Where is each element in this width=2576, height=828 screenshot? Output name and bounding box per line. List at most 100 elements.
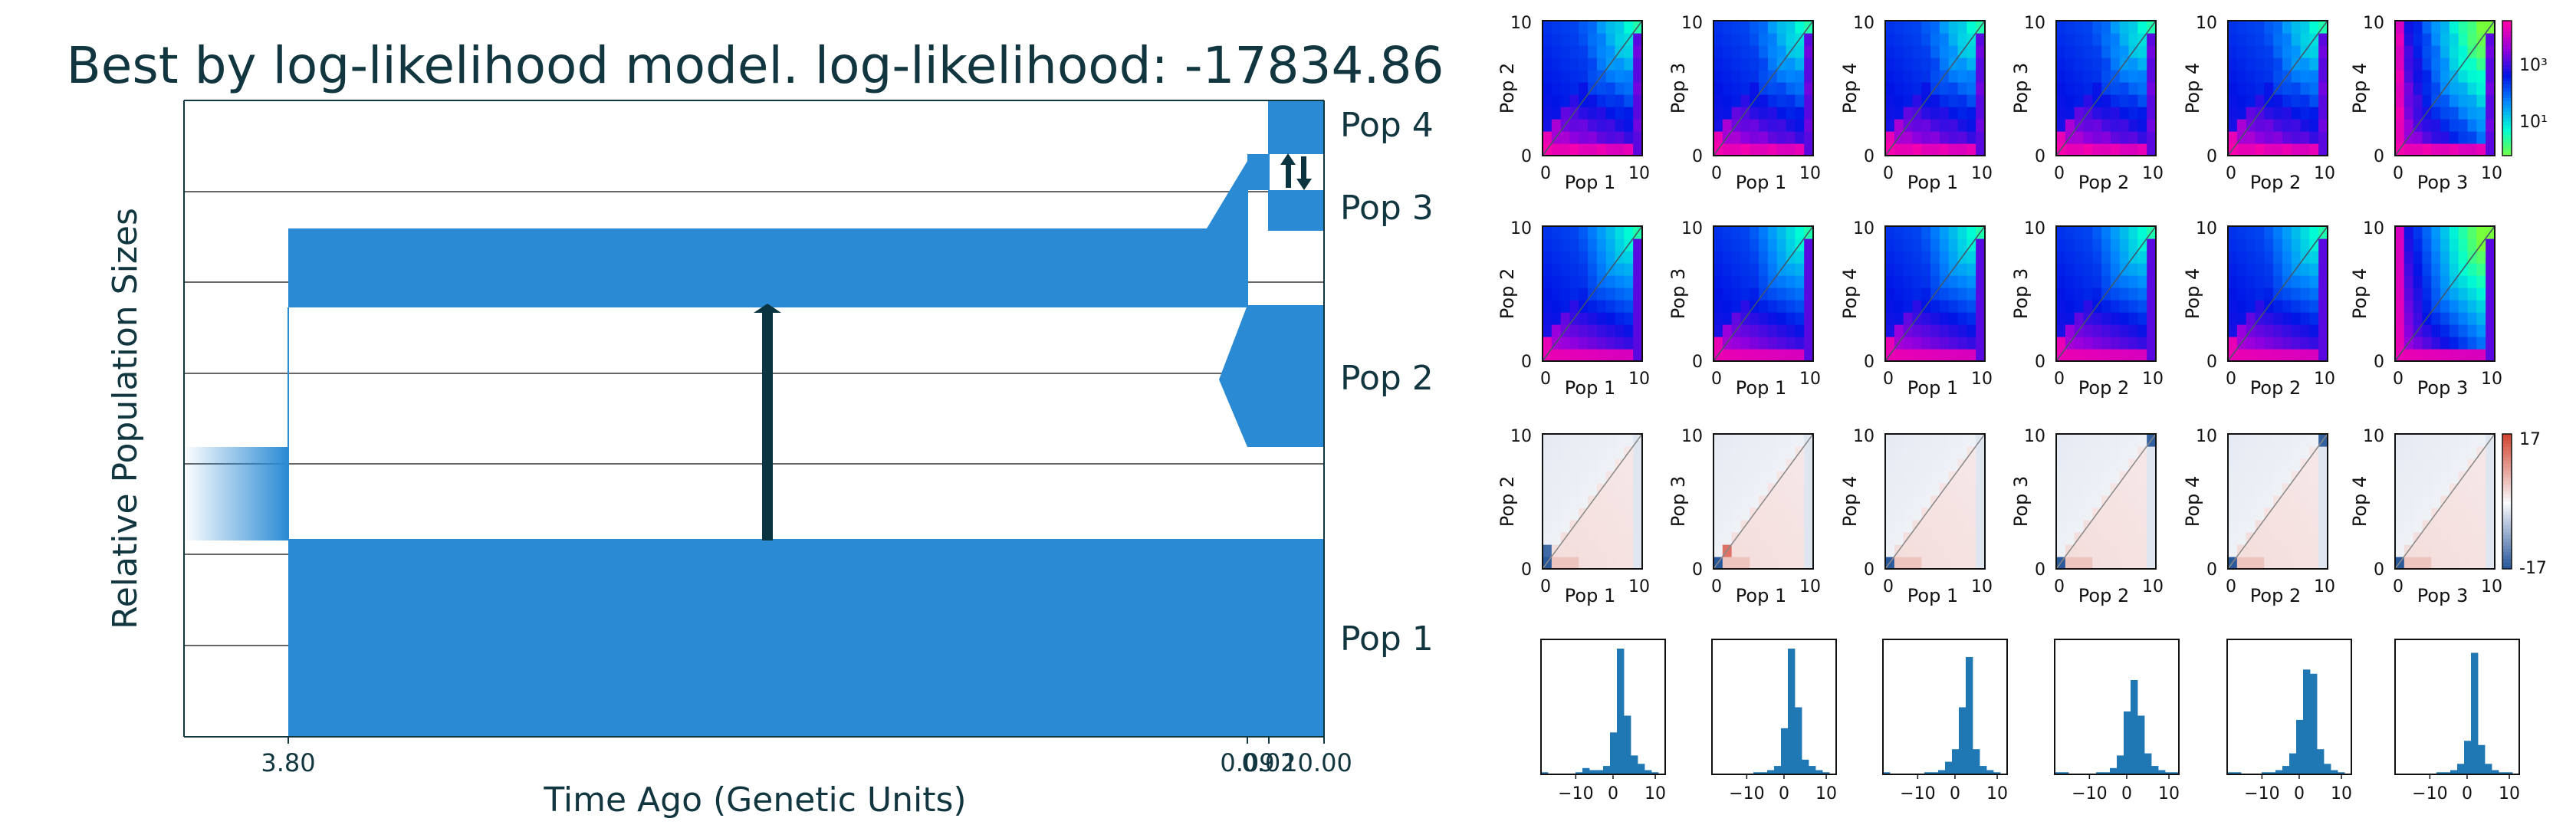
heatmap-cell xyxy=(2413,337,2423,350)
heatmap-cell xyxy=(2431,434,2441,447)
heatmap-cell xyxy=(2074,263,2085,276)
heatmap-cell xyxy=(1750,520,1760,533)
heatmap-cell xyxy=(2119,119,2130,132)
heatmap-cell xyxy=(2395,131,2405,144)
heatmap-cell xyxy=(2273,544,2283,557)
heatmap-cell xyxy=(2137,434,2147,447)
heatmap-cell xyxy=(1894,21,1904,34)
heatmap-cell xyxy=(1948,337,1959,350)
heatmap-cell xyxy=(1560,82,1571,95)
heatmap-cell xyxy=(1885,434,1895,447)
y-axis-label: Pop 3 xyxy=(2010,63,2032,113)
heatmap-cell xyxy=(1596,226,1607,239)
heatmap-cell xyxy=(2101,508,2111,521)
heatmap-cell xyxy=(1750,275,1760,288)
heatmap-cell xyxy=(1615,446,1625,459)
panel-frame xyxy=(2227,225,2328,362)
heatmap-cell xyxy=(1767,337,1778,350)
population-3-4-ancestral-band xyxy=(1247,154,1269,190)
heatmap-cell xyxy=(2255,532,2265,545)
heatmap-cell xyxy=(1579,324,1589,337)
heatmap-cell xyxy=(1750,238,1760,251)
heatmap-cell xyxy=(2110,508,2121,521)
heatmap-cell xyxy=(1596,21,1607,34)
heatmap-cell xyxy=(1767,471,1778,484)
colorbar-step xyxy=(2502,71,2512,75)
heatmap-cell xyxy=(1605,532,1616,545)
heatmap-cell xyxy=(2110,495,2121,508)
heatmap-cell xyxy=(1551,58,1562,71)
heatmap-cell xyxy=(1967,275,1976,288)
diagonal-line xyxy=(1713,433,1814,570)
heatmap-cell xyxy=(1885,82,1895,95)
heatmap-cell xyxy=(2318,119,2328,132)
heatmap-cell xyxy=(2147,131,2157,144)
heatmap-cell xyxy=(1560,94,1571,107)
heatmap-cell xyxy=(1750,288,1760,301)
heatmap-cell xyxy=(1776,238,1787,251)
heatmap-cell xyxy=(2074,337,2085,350)
heatmap-cell xyxy=(1759,275,1769,288)
heatmap-cell xyxy=(2137,544,2147,557)
panel-frame xyxy=(1542,433,1643,570)
heatmap-cell xyxy=(1588,33,1598,46)
heatmap-cell xyxy=(1731,495,1742,508)
heatmap-cell xyxy=(2065,446,2075,459)
heatmap-cell xyxy=(2458,143,2469,156)
heatmap-cell xyxy=(2300,324,2310,337)
heatmap-cell xyxy=(2236,288,2247,301)
heatmap-cell xyxy=(2074,21,2085,34)
colorbar-step xyxy=(2502,555,2512,559)
colorbar-step xyxy=(2502,552,2512,556)
heatmap-cell xyxy=(2413,471,2423,484)
histogram-bar xyxy=(2165,772,2173,774)
heatmap-cell xyxy=(2486,349,2496,362)
heatmap-cell xyxy=(2119,446,2130,459)
heatmap-cell xyxy=(2486,131,2496,144)
heatmap-cell xyxy=(2440,107,2450,120)
heatmap-cell xyxy=(1967,45,1976,58)
heatmap-cell xyxy=(2255,143,2265,156)
heatmap-cell xyxy=(1759,458,1769,472)
heatmap-cell xyxy=(1921,557,1931,570)
heatmap-cell xyxy=(2431,70,2441,83)
heatmap-cell xyxy=(2110,349,2121,362)
heatmap-cell xyxy=(1624,251,1634,264)
heatmap-cell xyxy=(2440,446,2450,459)
heatmap-cell xyxy=(1967,349,1976,362)
heatmap-cell xyxy=(1912,143,1922,156)
heatmap-cell xyxy=(2236,532,2247,545)
heatmap-cell xyxy=(2476,45,2486,58)
heatmap-cell xyxy=(1605,312,1616,325)
heatmap-cell xyxy=(2440,324,2450,337)
x-tick-label: 10 xyxy=(2314,164,2335,183)
heatmap-cell xyxy=(1903,312,1914,325)
heatmap-cell xyxy=(2458,483,2469,496)
heatmap-cell xyxy=(1722,446,1733,459)
heatmap-cell xyxy=(2431,458,2441,472)
heatmap-cell xyxy=(1740,324,1750,337)
heatmap-cell xyxy=(2431,275,2441,288)
heatmap-cell xyxy=(2404,483,2414,496)
heatmap-cell xyxy=(1633,119,1643,132)
heatmap-cell xyxy=(1560,557,1571,570)
heatmap-cell xyxy=(2395,82,2405,95)
histogram-bar xyxy=(2457,764,2465,774)
x-tick-label: 0 xyxy=(2054,370,2065,389)
diagonal-line xyxy=(1884,433,1986,570)
x-axis-label: Pop 1 xyxy=(1907,172,1958,193)
heatmap-cell xyxy=(1633,349,1643,362)
heatmap-cell xyxy=(1939,458,1950,472)
heatmap-cell xyxy=(2255,33,2265,46)
heatmap-cell xyxy=(2092,82,2102,95)
y-tick-label: 10 xyxy=(2196,219,2217,238)
heatmap-cell xyxy=(1967,21,1976,34)
heatmap-cell xyxy=(1759,300,1769,313)
heatmap-cell xyxy=(2074,238,2085,251)
heatmap-cell xyxy=(1579,446,1589,459)
heatmap-cell xyxy=(1776,508,1787,521)
heatmap-cell xyxy=(2291,508,2302,521)
heatmap-cell xyxy=(1939,33,1950,46)
heatmap-cell xyxy=(1795,288,1805,301)
